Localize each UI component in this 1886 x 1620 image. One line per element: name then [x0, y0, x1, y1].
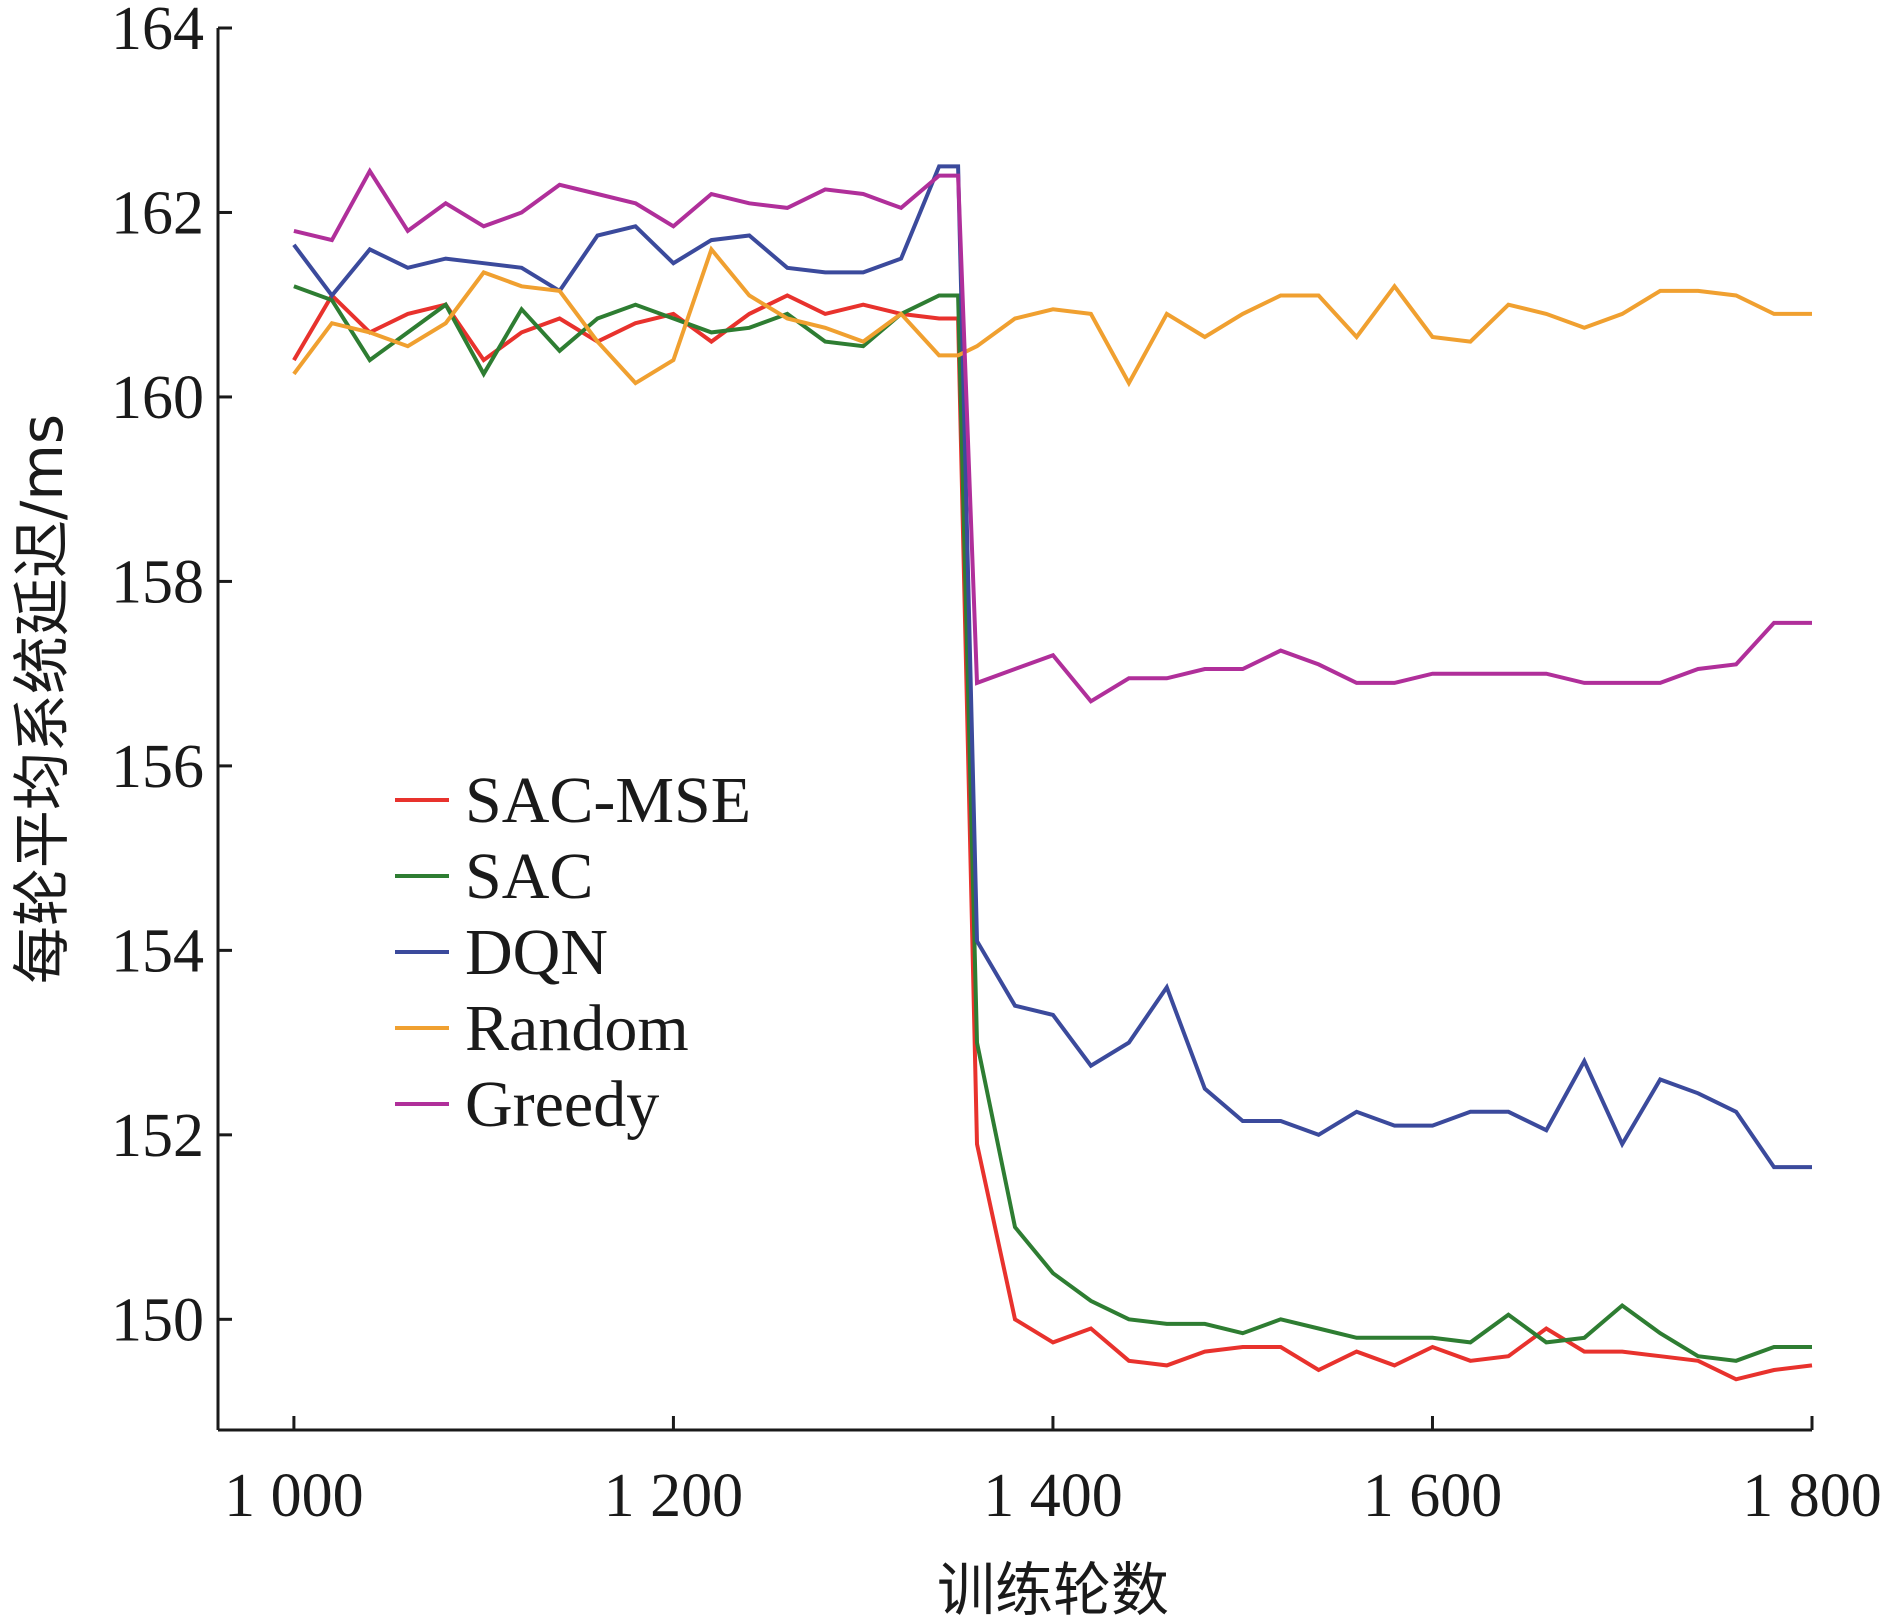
- series-line-sac-mse: [292, 292, 1813, 1382]
- legend-label-sac-mse: SAC-MSE: [465, 764, 751, 837]
- series-line-random: [292, 245, 1812, 388]
- axes: 150 152 154 156 158 160 162 164 1 000 1 200 1 400 1…: [111, 0, 1882, 1530]
- y-axis-title: 每轮平均系统延迟/ms: [8, 414, 76, 984]
- x-tick-label: 1 400: [983, 1462, 1123, 1530]
- legend-label-dqn: DQN: [465, 916, 608, 989]
- x-tick-label: 1 600: [1363, 1462, 1503, 1530]
- x-tick-label: 1 200: [604, 1462, 744, 1530]
- y-tick-label: 158: [111, 548, 204, 616]
- x-tick-label: 1 800: [1742, 1462, 1882, 1530]
- y-tick-label: 164: [111, 0, 204, 63]
- legend-label-sac: SAC: [465, 840, 593, 913]
- y-tick-label: 156: [111, 733, 204, 801]
- y-tick-label: 162: [111, 179, 204, 247]
- y-tick-label: 152: [111, 1102, 204, 1170]
- series-line-dqn: [292, 164, 1812, 1170]
- y-tick-label: 154: [111, 917, 204, 985]
- x-tick-label: 1 000: [224, 1462, 364, 1530]
- legend-label-greedy: Greedy: [465, 1068, 659, 1141]
- series-line-greedy: [293, 167, 1812, 704]
- legend-label-random: Random: [465, 992, 689, 1065]
- x-axis-title: 训练轮数: [937, 1556, 1169, 1620]
- y-tick-label: 160: [111, 364, 204, 432]
- series-line-sac: [293, 284, 1812, 1363]
- y-tick-label: 150: [111, 1286, 204, 1354]
- series-lines: [292, 164, 1813, 1382]
